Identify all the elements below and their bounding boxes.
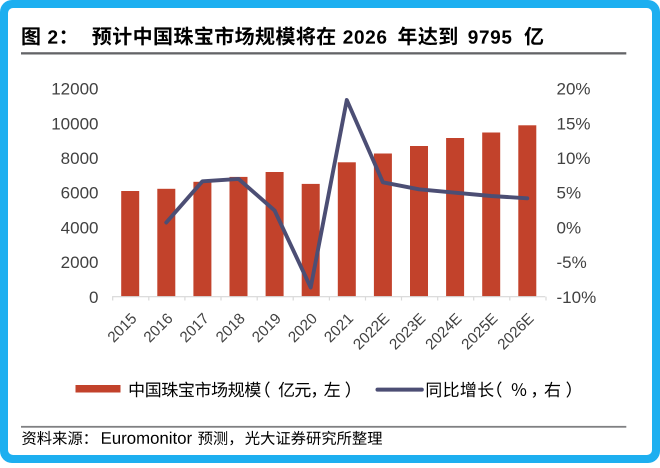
svg-text:8000: 8000 <box>61 149 99 168</box>
svg-text:20%: 20% <box>557 80 591 99</box>
svg-text:4000: 4000 <box>61 218 99 237</box>
svg-text:10%: 10% <box>557 149 591 168</box>
svg-text:6000: 6000 <box>61 184 99 203</box>
svg-text:5%: 5% <box>557 184 582 203</box>
svg-text:-10%: -10% <box>557 288 597 307</box>
svg-text:0: 0 <box>89 288 98 307</box>
svg-text:0%: 0% <box>557 218 582 237</box>
svg-text:2000: 2000 <box>61 253 99 272</box>
svg-text:-5%: -5% <box>557 253 587 272</box>
svg-text:12000: 12000 <box>51 80 98 99</box>
svg-text:10000: 10000 <box>51 114 98 133</box>
svg-text:15%: 15% <box>557 114 591 133</box>
